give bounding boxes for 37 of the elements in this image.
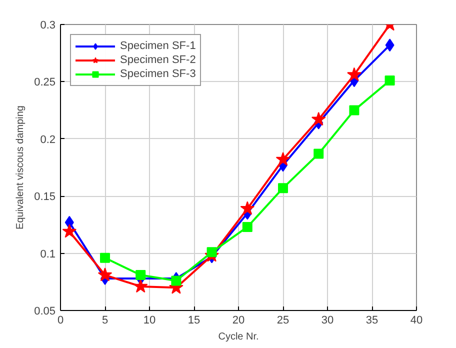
x-axis-title: Cycle Nr. <box>218 332 259 342</box>
point <box>171 276 182 286</box>
x-tick-label: 0 <box>57 314 64 326</box>
point <box>62 224 77 238</box>
point <box>136 270 146 280</box>
point <box>133 278 148 293</box>
x-tick-label: 5 <box>102 314 108 326</box>
x-tick-label: 30 <box>321 314 334 326</box>
x-tick-label: 10 <box>143 314 156 326</box>
point <box>100 252 110 263</box>
x-tick-label: 15 <box>188 314 200 326</box>
y-tick-label: 0.15 <box>34 191 56 204</box>
y-tick-label: 0.2 <box>40 134 56 146</box>
point <box>98 268 112 282</box>
x-tick-label: 25 <box>276 314 290 326</box>
point <box>276 152 290 166</box>
point <box>206 247 217 258</box>
point <box>240 201 255 215</box>
x-tick-label: 35 <box>366 314 378 326</box>
y-tick-label: 0.3 <box>40 20 56 32</box>
point <box>349 105 360 116</box>
y-tick-label: 0.1 <box>40 248 56 260</box>
point <box>385 38 394 52</box>
point <box>242 222 252 232</box>
point <box>311 112 326 126</box>
legend-label: Specimen SF-3 <box>120 67 196 81</box>
legend-label: Specimen SF-2 <box>120 53 196 67</box>
y-axis-title: Equivalent viscous damping <box>15 106 26 230</box>
legend-label: Specimen SF-1 <box>120 39 196 53</box>
y-tick-label: 0.05 <box>34 306 56 318</box>
point <box>347 67 362 81</box>
y-tick-label: 0.25 <box>34 76 56 89</box>
x-tick-label: 20 <box>232 314 245 326</box>
point <box>384 76 395 86</box>
x-tick-label: 40 <box>410 314 423 326</box>
point <box>314 148 324 159</box>
point <box>278 183 288 194</box>
